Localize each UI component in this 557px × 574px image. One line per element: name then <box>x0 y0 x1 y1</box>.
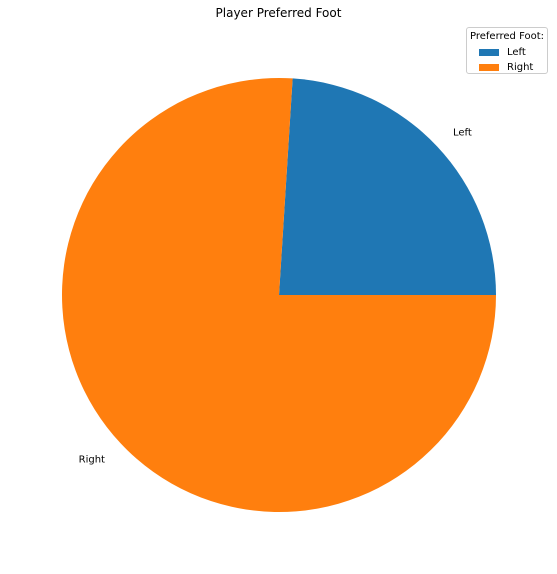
pie-slices <box>62 78 497 512</box>
pie-slice-right <box>62 78 497 512</box>
slice-label-left: Left <box>453 128 472 139</box>
legend-item-right: Right <box>479 61 533 73</box>
legend-label-left: Left <box>507 46 526 58</box>
legend-swatch-left <box>479 48 499 56</box>
legend-item-left: Left <box>479 46 526 58</box>
legend: Preferred Foot: Left Right <box>466 27 548 74</box>
slice-labels: Left Right <box>79 128 472 466</box>
legend-label-right: Right <box>507 61 534 73</box>
legend-title: Preferred Foot: <box>470 31 544 42</box>
chart-title: Player Preferred Foot <box>216 6 342 20</box>
slice-label-right: Right <box>79 454 105 465</box>
pie-slice-left <box>279 78 496 296</box>
legend-swatch-right <box>479 63 499 71</box>
